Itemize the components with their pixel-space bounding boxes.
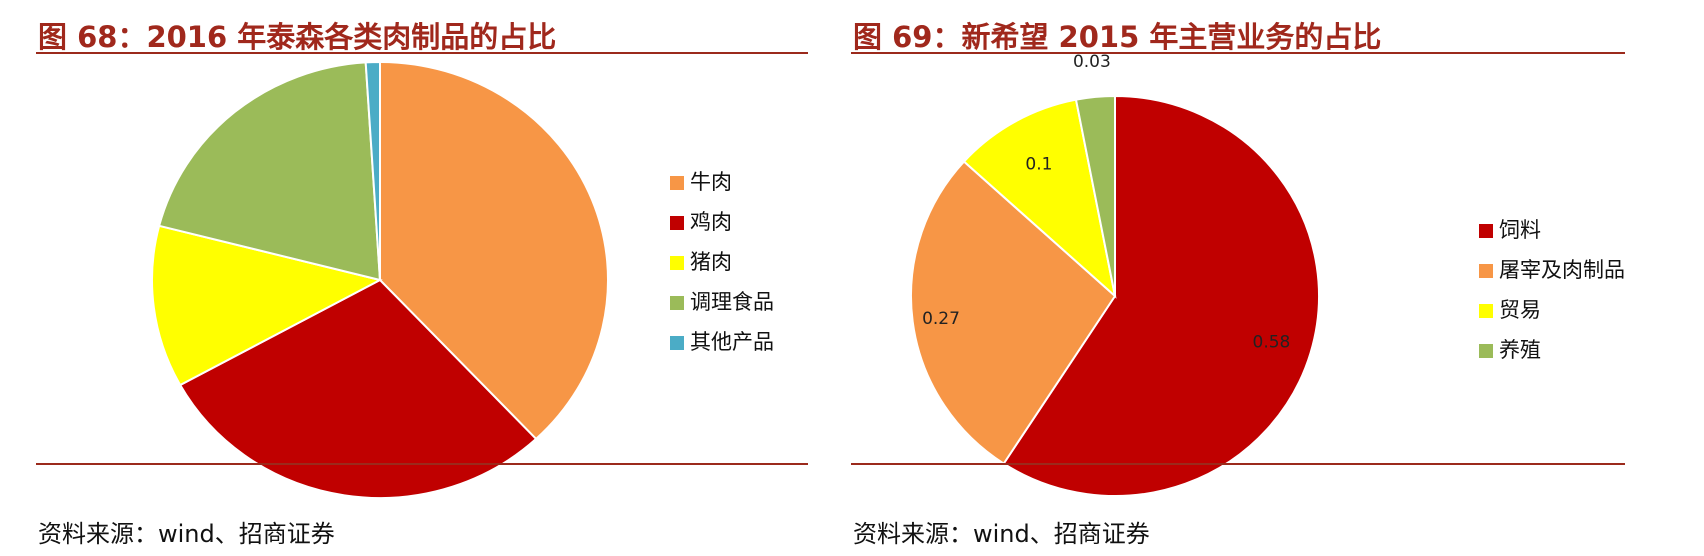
- legend-label: 调理食品: [690, 290, 774, 314]
- source-note: 资料来源：wind、招商证券: [38, 520, 335, 548]
- data-label: 0.58: [1253, 333, 1291, 353]
- chart-title: 图 69：新希望 2015 年主营业务的占比: [853, 20, 1382, 54]
- legend-label: 屠宰及肉制品: [1499, 258, 1625, 282]
- title-rule: [851, 52, 1625, 54]
- pie-slice-4: [157, 61, 382, 282]
- chart-panel-left: 图 68：2016 年泰森各类肉制品的占比 牛肉鸡肉猪肉调理食品其他产品 资料来…: [0, 0, 815, 556]
- data-label: 0.03: [1073, 52, 1111, 72]
- data-label: 0.1: [1025, 155, 1052, 175]
- data-label: 0.27: [922, 309, 960, 329]
- pie-slice-3: [151, 224, 383, 387]
- chart-panel-right: 图 69：新希望 2015 年主营业务的占比 0.58 0.27 0.1 0.03 饲…: [815, 0, 1630, 556]
- legend-label: 其他产品: [690, 330, 774, 354]
- legend-swatch: [670, 176, 684, 190]
- pie-slice-2: [910, 160, 1117, 465]
- legend-label: 贸易: [1499, 298, 1541, 322]
- legend-swatch: [1479, 304, 1493, 318]
- pie-chart: 0.58 0.27 0.1 0.03: [910, 52, 1320, 497]
- legend-swatch: [1479, 224, 1493, 238]
- pie-slice-2: [178, 278, 538, 499]
- legend-swatch: [670, 256, 684, 270]
- legend-swatch: [1479, 344, 1493, 358]
- legend-swatch: [670, 216, 684, 230]
- pie-slice-3: [962, 98, 1117, 299]
- legend-swatch: [670, 336, 684, 350]
- source-rule: [851, 463, 1625, 465]
- source-rule: [36, 463, 808, 465]
- legend-label: 猪肉: [690, 250, 732, 274]
- pie-chart: [151, 60, 609, 499]
- source-note: 资料来源：wind、招商证券: [853, 520, 1150, 548]
- legend-swatch: [1479, 264, 1493, 278]
- pie-slice-1: [379, 60, 609, 441]
- pie-slice-1: [1002, 94, 1320, 497]
- pie-slice-4: [1074, 94, 1116, 297]
- chart-title: 图 68：2016 年泰森各类肉制品的占比: [38, 20, 557, 54]
- title-rule: [36, 52, 808, 54]
- pie-slice-5: [364, 60, 381, 281]
- legend-label: 饲料: [1499, 218, 1541, 242]
- legend-label: 养殖: [1499, 338, 1541, 362]
- legend-swatch: [670, 296, 684, 310]
- legend-label: 牛肉: [690, 170, 732, 194]
- legend-label: 鸡肉: [690, 210, 732, 234]
